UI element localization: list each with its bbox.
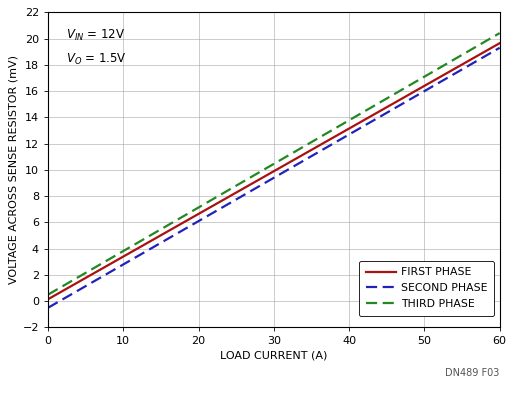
SECOND PHASE [45, 305, 51, 310]
THIRD PHASE [45, 292, 51, 297]
SECOND PHASE [314, 151, 320, 155]
SECOND PHASE [312, 152, 318, 156]
FIRST PHASE [314, 145, 320, 149]
Line: FIRST PHASE: FIRST PHASE [48, 43, 500, 299]
Text: $V_{IN}$ = 12V
$V_O$ = 1.5V: $V_{IN}$ = 12V $V_O$ = 1.5V [66, 28, 127, 67]
THIRD PHASE [312, 138, 318, 142]
Line: SECOND PHASE: SECOND PHASE [48, 48, 500, 308]
Y-axis label: VOLTAGE ACROSS SENSE RESISTOR (mV): VOLTAGE ACROSS SENSE RESISTOR (mV) [8, 55, 19, 285]
FIRST PHASE [321, 140, 328, 145]
Text: DN489 F03: DN489 F03 [445, 368, 500, 378]
FIRST PHASE [46, 296, 53, 301]
THIRD PHASE [321, 132, 328, 137]
THIRD PHASE [46, 291, 53, 296]
FIRST PHASE [454, 65, 460, 70]
FIRST PHASE [45, 297, 51, 301]
Line: THIRD PHASE: THIRD PHASE [48, 33, 500, 295]
THIRD PHASE [425, 72, 432, 77]
SECOND PHASE [496, 46, 503, 50]
SECOND PHASE [454, 70, 460, 75]
THIRD PHASE [454, 55, 460, 60]
FIRST PHASE [496, 41, 503, 46]
X-axis label: LOAD CURRENT (A): LOAD CURRENT (A) [220, 351, 328, 361]
SECOND PHASE [321, 146, 328, 151]
SECOND PHASE [46, 305, 53, 309]
SECOND PHASE [425, 86, 432, 91]
FIRST PHASE [312, 145, 318, 150]
THIRD PHASE [496, 31, 503, 35]
FIRST PHASE [425, 81, 432, 86]
Legend: FIRST PHASE, SECOND PHASE, THIRD PHASE: FIRST PHASE, SECOND PHASE, THIRD PHASE [359, 261, 494, 316]
THIRD PHASE [314, 137, 320, 141]
